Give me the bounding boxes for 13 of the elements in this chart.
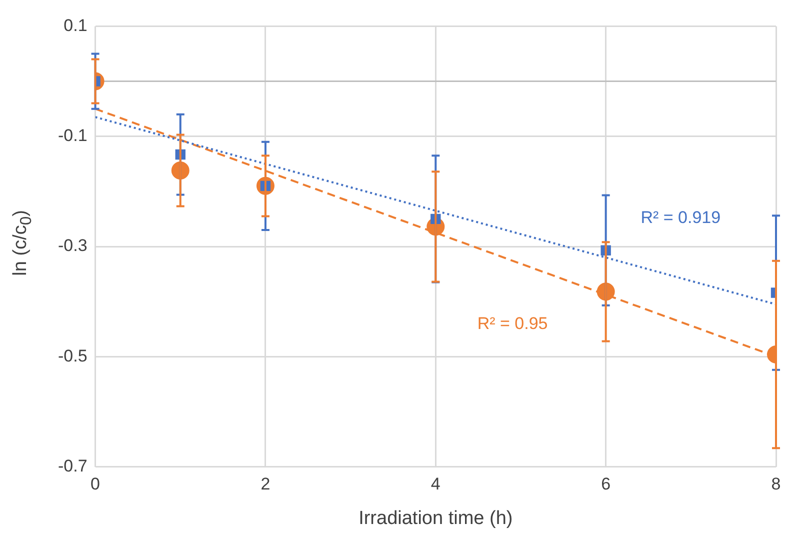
- y-tick-label: -0.5: [58, 346, 88, 366]
- x-tick-label: 6: [601, 474, 611, 494]
- y-tick-label: 0.1: [64, 16, 88, 35]
- x-tick-label: 2: [260, 474, 270, 494]
- y-tick-label: -0.1: [58, 126, 88, 146]
- x-tick-label: 4: [430, 474, 440, 494]
- annotation: R² = 0.919: [640, 208, 721, 227]
- x-tick-label: 8: [771, 474, 781, 494]
- y-tick-label: -0.7: [58, 456, 88, 476]
- y-tick-label: -0.3: [58, 236, 88, 256]
- x-axis-title: Irradiation time (h): [358, 508, 513, 529]
- x-tick-label: 0: [90, 474, 100, 494]
- annotation: R² = 0.95: [477, 314, 548, 334]
